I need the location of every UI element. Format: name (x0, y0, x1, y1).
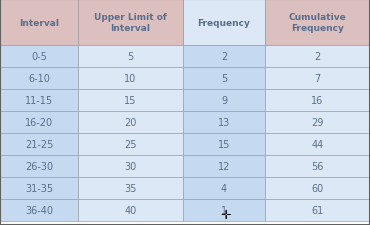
Bar (183, 199, 265, 221)
Text: Cumulative
Frequency: Cumulative Frequency (289, 13, 346, 33)
Text: 10: 10 (124, 74, 137, 84)
Text: 2: 2 (314, 52, 321, 62)
Bar (265, 112, 370, 133)
Bar (183, 177, 265, 199)
Text: 4: 4 (221, 183, 227, 193)
Text: 16-20: 16-20 (25, 117, 53, 127)
Text: 15: 15 (218, 139, 230, 149)
Bar (78, 46, 183, 68)
Bar (0, 112, 78, 133)
Bar (265, 199, 370, 221)
Text: Interval: Interval (19, 18, 59, 27)
Bar (183, 0, 265, 46)
Text: 30: 30 (124, 161, 137, 171)
Text: 36-40: 36-40 (25, 205, 53, 215)
Bar (78, 199, 183, 221)
Text: Frequency: Frequency (198, 18, 250, 27)
Bar (0, 68, 78, 90)
Bar (78, 177, 183, 199)
Text: 7: 7 (314, 74, 321, 84)
Text: 13: 13 (218, 117, 230, 127)
Text: 29: 29 (311, 117, 324, 127)
Bar (78, 90, 183, 112)
Text: 25: 25 (124, 139, 137, 149)
Bar (183, 112, 265, 133)
Text: 11-15: 11-15 (25, 96, 53, 106)
Bar (0, 90, 78, 112)
Bar (183, 90, 265, 112)
Bar (183, 68, 265, 90)
Text: 21-25: 21-25 (25, 139, 53, 149)
Bar (0, 199, 78, 221)
Text: 26-30: 26-30 (25, 161, 53, 171)
Text: 35: 35 (124, 183, 137, 193)
Bar (183, 46, 265, 68)
Bar (265, 155, 370, 177)
Text: 0-5: 0-5 (31, 52, 47, 62)
Bar (78, 112, 183, 133)
Text: 6-10: 6-10 (28, 74, 50, 84)
Bar (78, 68, 183, 90)
Text: 2: 2 (221, 52, 227, 62)
Text: 56: 56 (311, 161, 324, 171)
Bar (0, 46, 78, 68)
Bar (183, 133, 265, 155)
Text: 5: 5 (127, 52, 134, 62)
Bar (0, 133, 78, 155)
Text: 5: 5 (221, 74, 227, 84)
Bar (78, 0, 183, 46)
Text: 31-35: 31-35 (25, 183, 53, 193)
Bar (78, 133, 183, 155)
Bar (265, 133, 370, 155)
Text: 12: 12 (218, 161, 230, 171)
Text: ✛: ✛ (221, 208, 231, 221)
Text: 44: 44 (312, 139, 324, 149)
Bar (265, 177, 370, 199)
Text: 1: 1 (221, 205, 227, 215)
Bar (0, 155, 78, 177)
Text: 15: 15 (124, 96, 137, 106)
Bar (265, 0, 370, 46)
Text: 16: 16 (312, 96, 324, 106)
Text: Upper Limit of
Interval: Upper Limit of Interval (94, 13, 167, 33)
Bar (0, 177, 78, 199)
Bar (0, 0, 78, 46)
Bar (78, 155, 183, 177)
Text: 9: 9 (221, 96, 227, 106)
Text: 20: 20 (124, 117, 137, 127)
Text: 60: 60 (312, 183, 324, 193)
Bar (265, 68, 370, 90)
Bar (265, 46, 370, 68)
Text: 40: 40 (124, 205, 137, 215)
Text: 61: 61 (312, 205, 324, 215)
Bar (265, 90, 370, 112)
Bar (183, 155, 265, 177)
